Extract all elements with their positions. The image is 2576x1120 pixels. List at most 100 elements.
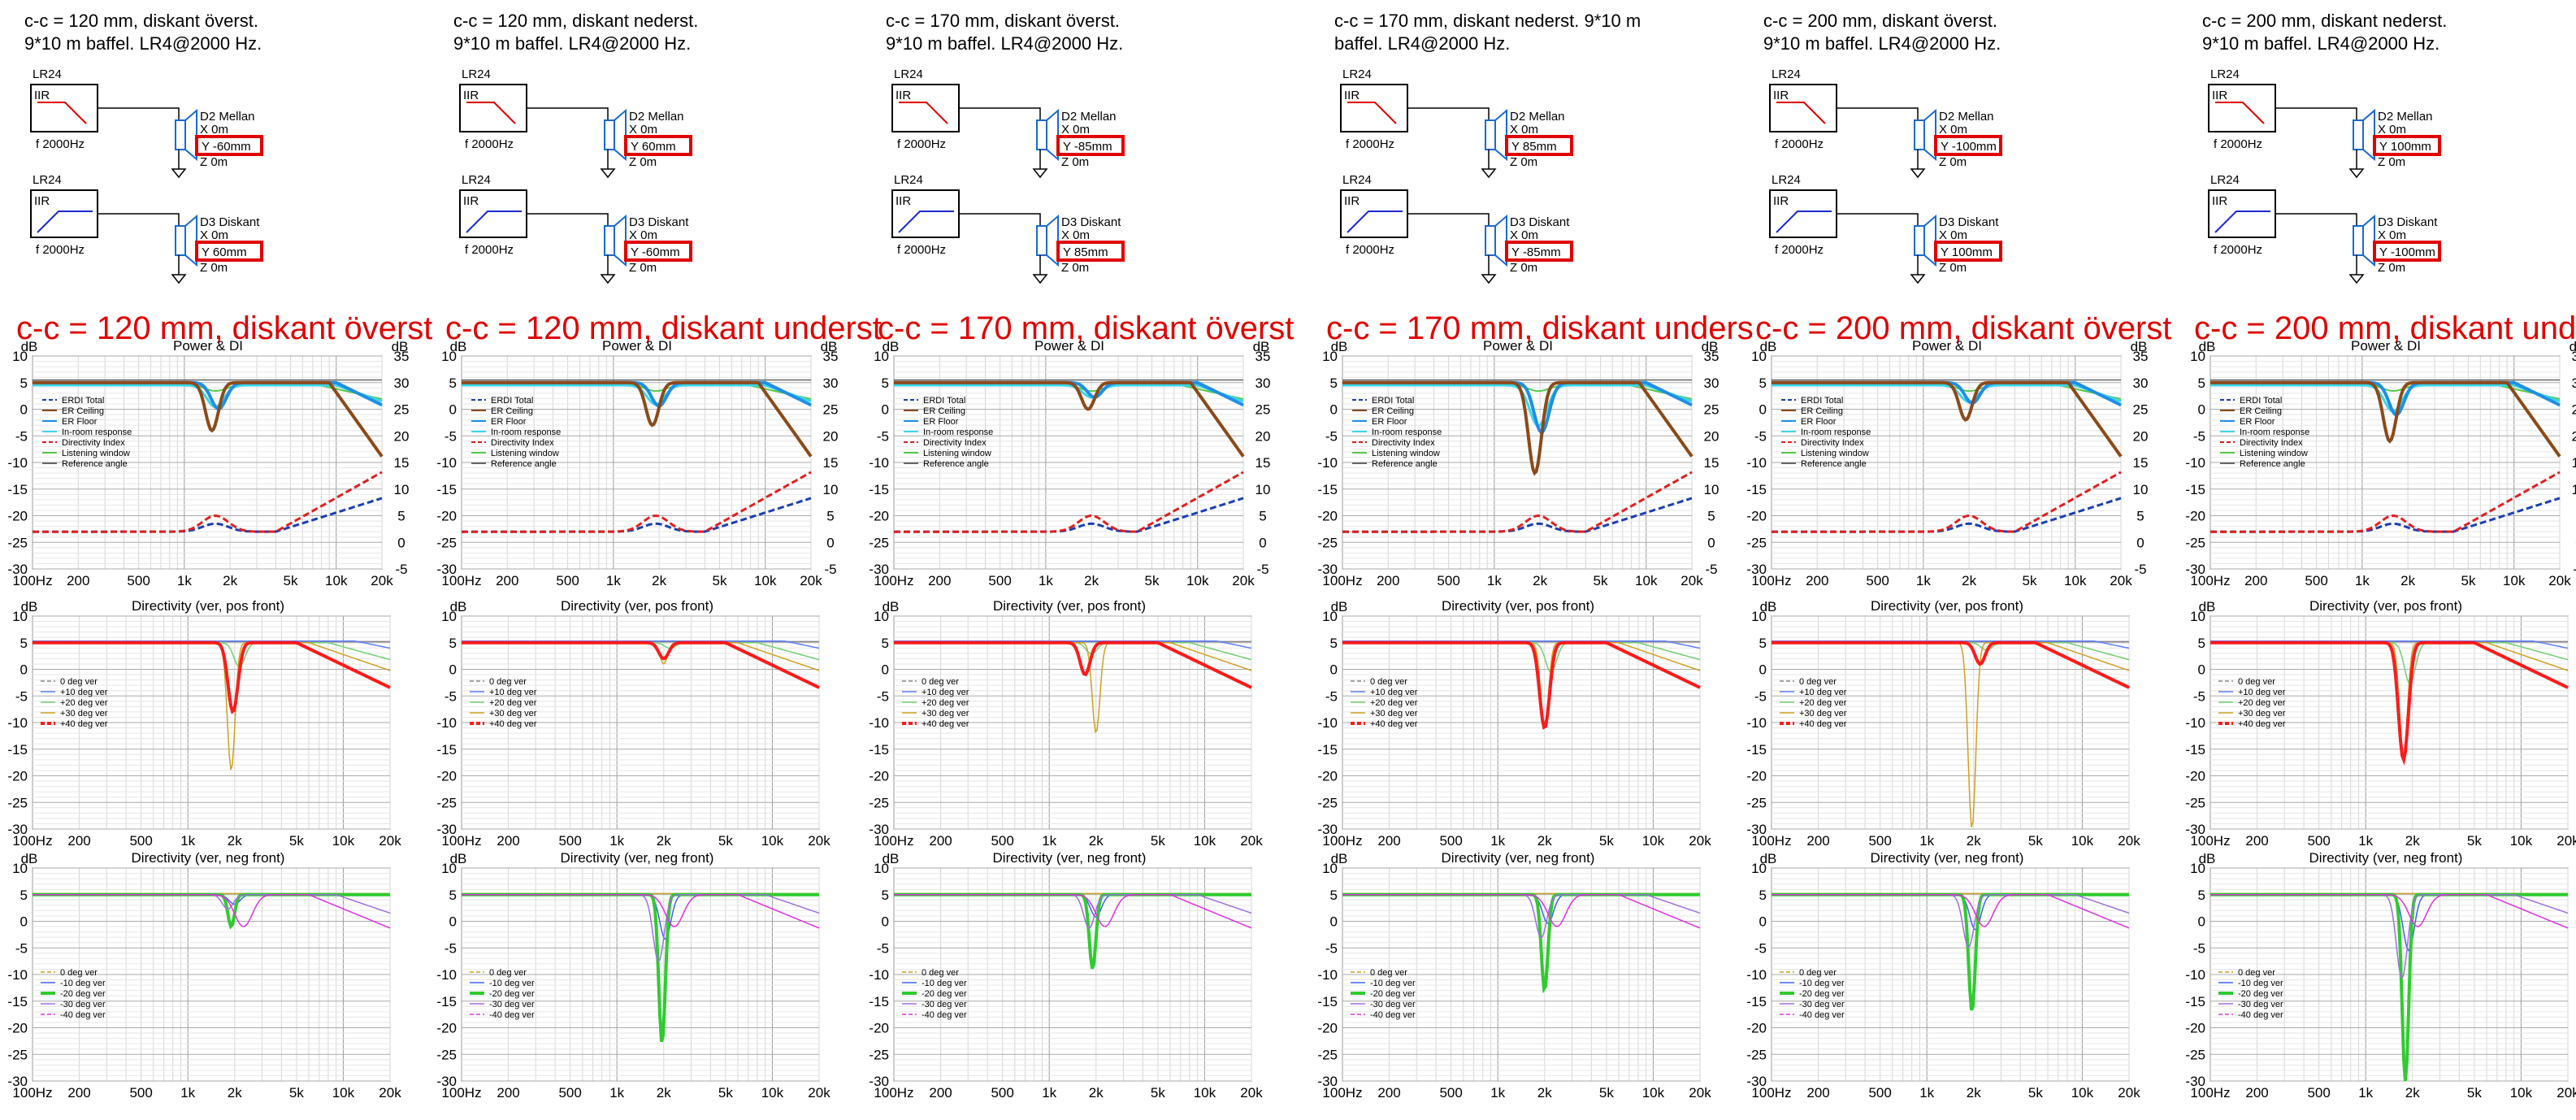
legend-item: ERDI Total — [1801, 396, 1843, 406]
legend-item: 0 deg ver — [922, 968, 959, 978]
y-tick-label: 5 — [1759, 376, 1767, 391]
speaker-icon — [176, 226, 185, 255]
y2-tick-label: 20 — [823, 428, 839, 444]
y-tick-label: -15 — [2185, 482, 2205, 497]
x-tick-label: 100Hz — [1751, 573, 1791, 588]
y-tick-label: 0 — [1330, 914, 1338, 930]
y2-tick-label: 30 — [823, 376, 839, 391]
legend-item: 0 deg ver — [2238, 677, 2275, 687]
driver-z: Z 0m — [1061, 155, 1089, 169]
x-tick-label: 10k — [1194, 1085, 1216, 1100]
filter-type: IIR — [2212, 89, 2227, 102]
y2-tick-label: 5 — [2136, 509, 2144, 524]
directivity-neg-chart: Directivity (ver, neg front) 10 5 0 -5 -10 -15… — [2178, 847, 2576, 1115]
driver-z: Z 0m — [629, 155, 657, 169]
y-tick-label: -5 — [1325, 688, 1338, 704]
y-tick-label: -15 — [436, 742, 457, 758]
ground-icon — [2350, 150, 2363, 177]
speaker-icon — [2353, 120, 2363, 150]
y-tick-label: -25 — [7, 795, 28, 810]
y2-tick-label: 20 — [1255, 428, 1271, 444]
y-axis-label: dB — [883, 339, 900, 354]
y-tick-label: 0 — [1759, 914, 1767, 930]
legend-item: -40 deg ver — [1370, 1010, 1416, 1020]
chart-svg: 10 5 0 -5 -10 -15 -20 -25 -30 35 30 25 20 15 10 5 0 -5 dB d… — [2178, 335, 2576, 603]
filter-frequency: f 2000Hz — [1346, 137, 1394, 151]
y2-tick-label: 10 — [2133, 482, 2149, 497]
x-tick-label: 500 — [1439, 1085, 1462, 1100]
legend-item: 0 deg ver — [60, 677, 98, 687]
y-axis-label: dB — [2199, 851, 2216, 866]
driver-y: Y 60mm — [202, 245, 247, 259]
y2-tick-label: -5 — [824, 562, 836, 577]
legend-item: -20 deg ver — [489, 989, 535, 999]
ground-icon — [172, 255, 185, 283]
x-tick-label: 100Hz — [441, 1085, 481, 1100]
y-tick-label: -25 — [436, 535, 457, 550]
wire — [1407, 108, 1489, 120]
y-tick-label: -5 — [2193, 688, 2205, 704]
ground-icon — [1034, 150, 1047, 177]
column: c-c = 170 mm, diskant överst. 9*10 m baf… — [861, 0, 1277, 1120]
x-tick-label: 200 — [1806, 573, 1828, 588]
y-tick-label: 0 — [882, 914, 889, 930]
legend-item: ERDI Total — [62, 396, 104, 406]
y-tick-label: -25 — [1746, 795, 1767, 810]
y2-tick-label: -5 — [2573, 562, 2576, 577]
filter-name: LR24 — [462, 67, 491, 81]
legend-item: ER Ceiling — [1801, 406, 1843, 416]
legend-item: In-room response — [1801, 428, 1871, 437]
x-tick-label: 200 — [929, 1085, 952, 1100]
legend-item: Directivity Index — [2240, 438, 2303, 448]
x-tick-label: 10k — [332, 1085, 355, 1100]
x-tick-label: 500 — [2307, 1085, 2330, 1100]
x-tick-label: 10k — [2064, 573, 2087, 588]
y2-tick-label: 0 — [826, 535, 834, 550]
x-tick-label: 5k — [718, 1085, 733, 1100]
y-axis-label: dB — [1760, 851, 1777, 866]
chart-svg: 10 5 0 -5 -10 -15 -20 -25 -30 dB 100Hz 200 500 1k 2k 5k… — [1310, 595, 1726, 863]
y-tick-label: -20 — [1317, 509, 1338, 524]
legend-item: In-room response — [62, 428, 132, 437]
y-tick-label: 5 — [1759, 636, 1767, 651]
y2-tick-label: 20 — [394, 428, 410, 444]
legend-item: 0 deg ver — [2238, 968, 2275, 978]
legend-item: +20 deg ver — [2238, 698, 2286, 708]
driver-z: Z 0m — [1061, 261, 1089, 275]
y-tick-label: -20 — [7, 509, 28, 524]
driver-x: X 0m — [1939, 228, 1967, 242]
y-axis-label: dB — [21, 599, 38, 614]
y-tick-label: -15 — [1746, 994, 1767, 1009]
legend-item: -40 deg ver — [1799, 1010, 1845, 1020]
y2-tick-label: 0 — [397, 535, 405, 550]
column: c-c = 120 mm, diskant nederst. 9*10 m ba… — [429, 0, 845, 1120]
legend-item: ER Floor — [2240, 417, 2275, 427]
legend-item: Listening window — [62, 449, 130, 458]
x-tick-label: 20k — [1689, 1085, 1711, 1100]
y-tick-label: -10 — [7, 715, 28, 731]
y-tick-label: 5 — [1759, 888, 1767, 903]
y-tick-label: 0 — [2198, 662, 2205, 678]
caption: c-c = 120 mm, diskant nederst. 9*10 m ba… — [453, 10, 698, 55]
y-tick-label: -5 — [445, 428, 457, 444]
legend-item: ER Ceiling — [62, 406, 104, 416]
y-tick-label: -10 — [869, 967, 889, 983]
legend-item: +30 deg ver — [489, 709, 537, 718]
y-tick-label: -25 — [1746, 535, 1767, 550]
legend-item: +40 deg ver — [922, 719, 969, 729]
x-tick-label: 2k — [1089, 1085, 1104, 1100]
legend-item: -20 deg ver — [60, 989, 106, 999]
y-tick-label: -20 — [436, 509, 457, 524]
x-tick-label: 1k — [1487, 573, 1502, 588]
driver-z: Z 0m — [1510, 155, 1537, 169]
chart-svg: 10 5 0 -5 -10 -15 -20 -25 -30 35 30 25 20 15 10 5 0 -5 dB d… — [861, 335, 1277, 603]
driver-z: Z 0m — [2378, 155, 2405, 169]
power-di-chart: Power & DI1050-5-10-15-20-25-30353025201… — [0, 335, 416, 603]
y-tick-label: -15 — [1317, 994, 1338, 1009]
y-tick-label: 5 — [449, 636, 457, 651]
driver-z: Z 0m — [2378, 261, 2405, 275]
x-tick-label: 10k — [2510, 1085, 2533, 1100]
legend-item: +30 deg ver — [922, 709, 969, 718]
filter-name: LR24 — [2210, 67, 2240, 81]
